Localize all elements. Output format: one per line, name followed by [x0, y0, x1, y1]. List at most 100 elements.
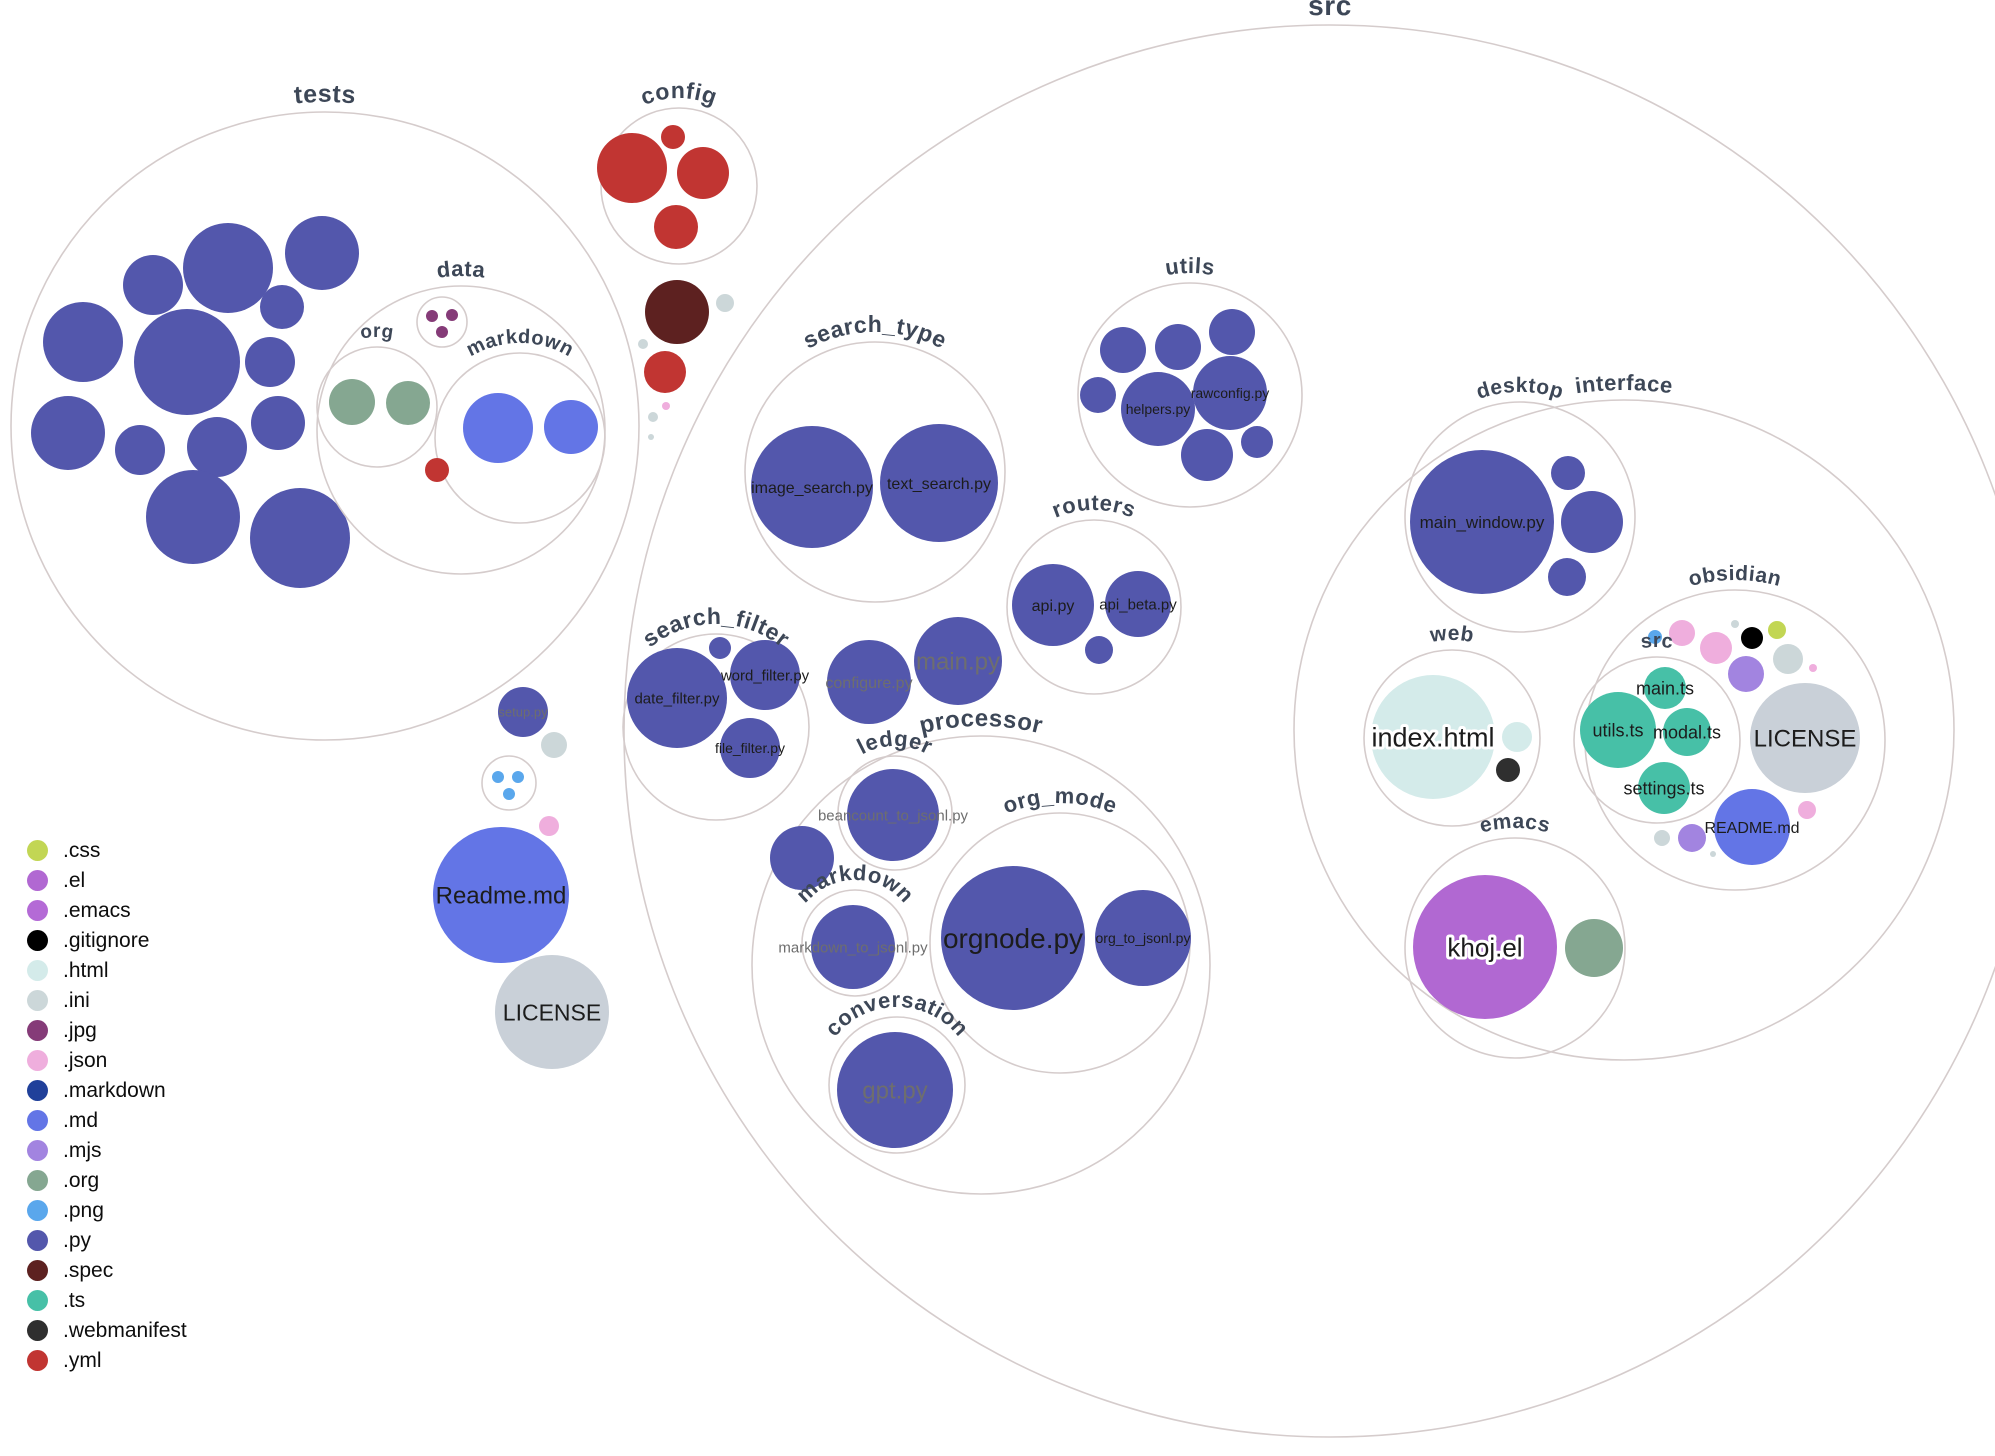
folder-processor-circle[interactable]: [751, 735, 1211, 1195]
file-css-dot[interactable]: [1768, 621, 1786, 639]
file-main-py-circle[interactable]: [914, 617, 1002, 705]
folder-src-circle[interactable]: [1573, 656, 1741, 824]
file-py-dot[interactable]: [709, 637, 731, 659]
folder-config-circle[interactable]: [600, 107, 758, 265]
file-jpg-dot[interactable]: [426, 310, 438, 322]
file-py-dot[interactable]: [1241, 426, 1273, 458]
folder-org-circle[interactable]: [316, 346, 438, 468]
folder-markdown-circle[interactable]: [801, 889, 909, 997]
file-org-dot[interactable]: [329, 379, 375, 425]
file-py-dot[interactable]: [187, 417, 247, 477]
file-main-window-py-circle[interactable]: [1410, 450, 1554, 594]
file-yml-dot[interactable]: [654, 205, 698, 249]
file-readme-md-circle[interactable]: [433, 827, 569, 963]
folder-emacs-circle[interactable]: [1404, 837, 1626, 1059]
file-py-dot[interactable]: [183, 223, 273, 313]
file-ini-dot[interactable]: [1654, 830, 1670, 846]
file-md-dot[interactable]: [544, 400, 598, 454]
file-api-beta-py-circle[interactable]: [1105, 571, 1171, 637]
folder-utils-circle[interactable]: [1077, 282, 1303, 508]
file-md-dot[interactable]: [463, 393, 533, 463]
file-yml-dot[interactable]: [661, 125, 685, 149]
file-gpt-py-circle[interactable]: [837, 1032, 953, 1148]
file-mjs-dot[interactable]: [1728, 656, 1764, 692]
file-helpers-py-circle[interactable]: [1121, 372, 1195, 446]
file-modal-ts-circle[interactable]: [1663, 708, 1711, 756]
file-ini-dot[interactable]: [648, 412, 658, 422]
file-text-search-py-circle[interactable]: [880, 424, 998, 542]
file-html-dot[interactable]: [1502, 722, 1532, 752]
file-json-dot[interactable]: [1809, 664, 1817, 672]
file-khoj-el-circle[interactable]: [1413, 875, 1557, 1019]
file-image-search-py-circle[interactable]: [751, 426, 873, 548]
file-orgnode-py-circle[interactable]: [941, 866, 1085, 1010]
folder-src-circle[interactable]: [623, 24, 1995, 1438]
file-py-dot[interactable]: [115, 425, 165, 475]
file-yml-dot[interactable]: [425, 458, 449, 482]
file-setup-py-circle[interactable]: [498, 687, 548, 737]
file-py-dot[interactable]: [1548, 558, 1586, 596]
file-py-dot[interactable]: [1209, 309, 1255, 355]
folder-conversation-circle[interactable]: [828, 1016, 966, 1154]
file-readme-md-circle[interactable]: [1714, 789, 1790, 865]
file-markdown-to-jsonl-py-circle[interactable]: [811, 905, 895, 989]
folder-desktop-circle[interactable]: [1404, 401, 1636, 633]
folder-unnamed-circle[interactable]: [481, 755, 537, 811]
file-py-dot[interactable]: [1181, 429, 1233, 481]
file-py-dot[interactable]: [1551, 456, 1585, 490]
file-ini-dot[interactable]: [1773, 644, 1803, 674]
file-py-dot[interactable]: [245, 337, 295, 387]
file-spec-dot[interactable]: [645, 280, 709, 344]
file-json-dot[interactable]: [539, 816, 559, 836]
file-ini-dot[interactable]: [1731, 620, 1739, 628]
file-png-dot[interactable]: [503, 788, 515, 800]
file-py-dot[interactable]: [251, 396, 305, 450]
folder-search-type-circle[interactable]: [744, 341, 1006, 603]
file-main-ts-circle[interactable]: [1644, 667, 1686, 709]
file-word-filter-py-circle[interactable]: [730, 640, 800, 710]
file-py-dot[interactable]: [146, 470, 240, 564]
file-ini-dot[interactable]: [638, 339, 648, 349]
file-py-dot[interactable]: [1155, 324, 1201, 370]
file-py-dot[interactable]: [770, 826, 834, 890]
file-py-dot[interactable]: [260, 285, 304, 329]
file-json-dot[interactable]: [1700, 632, 1732, 664]
folder-routers-circle[interactable]: [1006, 519, 1182, 695]
file-gitignore-dot[interactable]: [1741, 627, 1763, 649]
file-ini-dot[interactable]: [541, 732, 567, 758]
file-py-dot[interactable]: [285, 216, 359, 290]
file-py-dot[interactable]: [43, 302, 123, 382]
file-ini-dot[interactable]: [716, 294, 734, 312]
file-json-dot[interactable]: [1669, 620, 1695, 646]
file-py-dot[interactable]: [1085, 636, 1113, 664]
file-mjs-dot[interactable]: [1678, 824, 1706, 852]
file-py-dot[interactable]: [1080, 377, 1116, 413]
file-file-filter-py-circle[interactable]: [720, 718, 780, 778]
file-json-dot[interactable]: [1798, 801, 1816, 819]
folder-tests-circle[interactable]: [10, 111, 640, 741]
file-py-dot[interactable]: [1561, 491, 1623, 553]
file-configure-py-circle[interactable]: [827, 640, 911, 724]
folder-ledger-circle[interactable]: [837, 755, 953, 871]
file-rawconfig-py-circle[interactable]: [1193, 356, 1267, 430]
file-jpg-dot[interactable]: [436, 326, 448, 338]
folder-web-circle[interactable]: [1363, 649, 1541, 827]
file-ini-dot[interactable]: [648, 434, 654, 440]
file-utils-ts-circle[interactable]: [1580, 692, 1656, 768]
folder-unnamed-circle[interactable]: [416, 296, 468, 348]
file-license-circle[interactable]: [1750, 683, 1860, 793]
file-org-dot[interactable]: [386, 381, 430, 425]
file-yml-dot[interactable]: [677, 147, 729, 199]
file-py-dot[interactable]: [31, 396, 105, 470]
file-json-dot[interactable]: [662, 402, 670, 410]
folder-search-filter-circle[interactable]: [622, 633, 810, 821]
file-beancount-to-jsonl-py-circle[interactable]: [847, 769, 939, 861]
file-py-dot[interactable]: [123, 255, 183, 315]
file-webmanifest-dot[interactable]: [1496, 758, 1520, 782]
file-org-to-jsonl-py-circle[interactable]: [1095, 890, 1191, 986]
file-date-filter-py-circle[interactable]: [627, 648, 727, 748]
file-py-dot[interactable]: [250, 488, 350, 588]
file-png-dot[interactable]: [512, 771, 524, 783]
file-jpg-dot[interactable]: [446, 309, 458, 321]
file-yml-dot[interactable]: [644, 351, 686, 393]
